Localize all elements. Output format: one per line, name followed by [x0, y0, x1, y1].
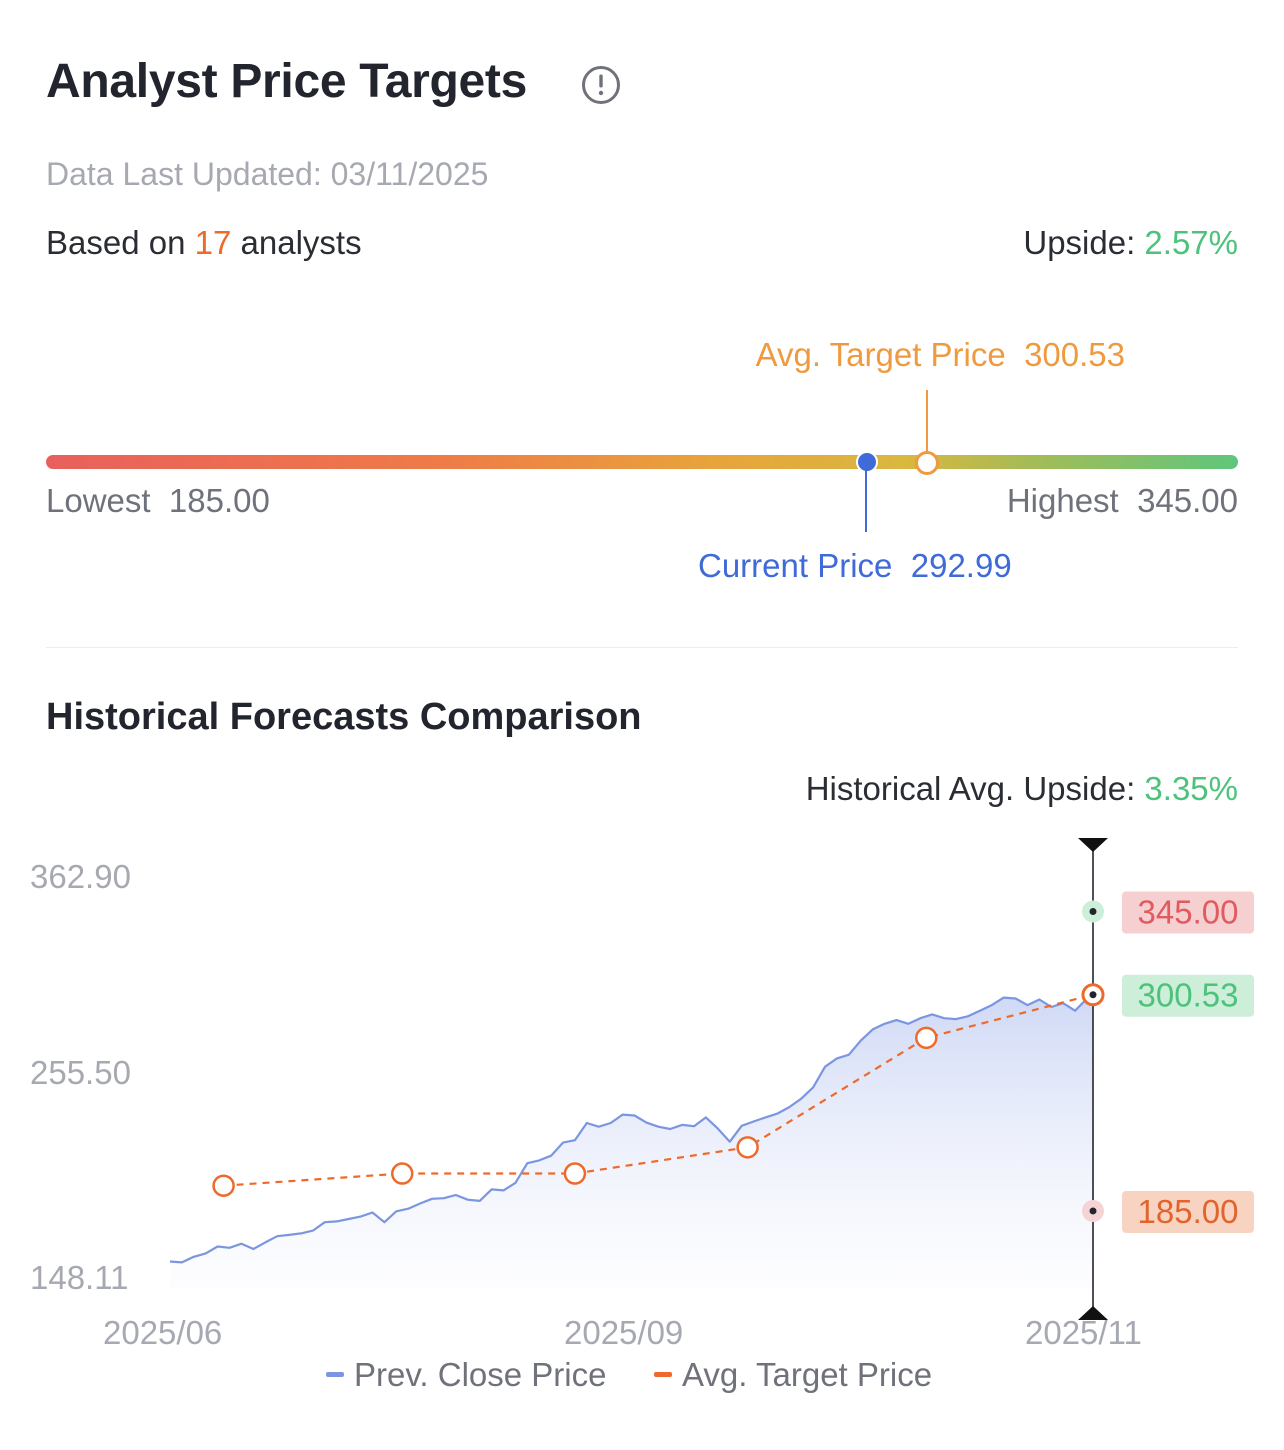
- value-tag-text-avg: 300.53: [1138, 977, 1239, 1014]
- section-divider: [46, 647, 1238, 648]
- avg-target-pointer: [926, 390, 928, 454]
- value-tag-avg: [1122, 974, 1254, 1017]
- marker-dot-highest: [1089, 908, 1097, 916]
- based-prefix: Based on: [46, 224, 186, 261]
- price-range-bar: [46, 455, 1238, 469]
- last-updated-text: Data Last Updated: 03/11/2025: [46, 156, 489, 192]
- avg-target-label: Avg. Target Price 300.53: [756, 336, 1125, 374]
- avg-target-caption: Avg. Target Price: [755, 336, 1006, 373]
- value-tag-text-lowest: 185.00: [1138, 1193, 1239, 1230]
- highest-caption: Highest: [1006, 482, 1119, 519]
- legend-swatch-close: [326, 1371, 344, 1377]
- current-price-value: 292.99: [910, 547, 1012, 584]
- x-tick-label: 2025/11: [1025, 1314, 1142, 1351]
- highest-value: 345.00: [1137, 482, 1238, 519]
- target-point: [736, 1136, 759, 1159]
- close-price-area: [170, 994, 1093, 1288]
- y-tick-label: 362.90: [30, 858, 131, 895]
- legend-label: Avg. Target Price: [682, 1356, 933, 1393]
- current-price-caption: Current Price: [698, 547, 893, 584]
- current-price-marker: [856, 451, 878, 473]
- crosshair-bottom-handle: [1078, 1306, 1108, 1320]
- historical-upside-label: Historical Avg. Upside:: [805, 770, 1136, 807]
- target-point: [212, 1174, 235, 1197]
- legend-item-target[interactable]: Avg. Target Price: [654, 1356, 932, 1394]
- lowest-caption: Lowest: [46, 482, 151, 519]
- highest-target: Highest 345.00: [1007, 482, 1238, 520]
- y-tick-label: 148.11: [30, 1259, 129, 1296]
- target-point: [915, 1026, 938, 1050]
- historical-upside-value: 3.35%: [1144, 770, 1238, 807]
- value-tag-text-highest: 345.00: [1138, 894, 1239, 931]
- series-line-prev-close: [169, 993, 1094, 1264]
- series-line-avg-target: [223, 993, 1094, 1187]
- target-point: [563, 1162, 587, 1185]
- target-point: [390, 1162, 414, 1185]
- marker-dot-avg: [1089, 991, 1097, 999]
- page-title: Analyst Price Targets: [46, 55, 528, 108]
- value-tag-lowest: [1122, 1190, 1254, 1233]
- crosshair-top-handle: [1078, 838, 1108, 852]
- history-chart[interactable]: 345.00 300.53 185.00: [0, 820, 1284, 1320]
- legend-swatch-target: [654, 1371, 672, 1377]
- x-tick-label: 2025/06: [103, 1314, 223, 1351]
- lowest-target: Lowest 185.00: [46, 482, 270, 520]
- historical-upside-line: Historical Avg. Upside: 3.35%: [806, 770, 1238, 808]
- current-price-pointer: [865, 470, 867, 532]
- avg-target-value: 300.53: [1024, 336, 1125, 373]
- avg-target-marker: [915, 451, 939, 475]
- info-icon[interactable]: [580, 64, 622, 106]
- analyst-count-line: Based on 17 analysts: [46, 224, 362, 262]
- analyst-count: 17: [194, 224, 232, 261]
- based-suffix: analysts: [240, 224, 362, 261]
- upside-line: Upside: 2.57%: [1023, 224, 1238, 262]
- legend-label: Prev. Close Price: [354, 1356, 607, 1393]
- legend-item-close[interactable]: Prev. Close Price: [326, 1356, 606, 1394]
- lowest-value: 185.00: [168, 482, 270, 519]
- history-title: Historical Forecasts Comparison: [46, 696, 642, 738]
- upside-label: Upside:: [1023, 224, 1136, 261]
- marker-dot-lowest: [1089, 1207, 1097, 1215]
- current-price-label: Current Price 292.99: [698, 547, 1012, 585]
- value-tag-highest: [1122, 891, 1254, 934]
- y-tick-label: 255.50: [30, 1054, 131, 1091]
- x-tick-label: 2025/09: [564, 1314, 684, 1351]
- upside-value: 2.57%: [1144, 224, 1238, 261]
